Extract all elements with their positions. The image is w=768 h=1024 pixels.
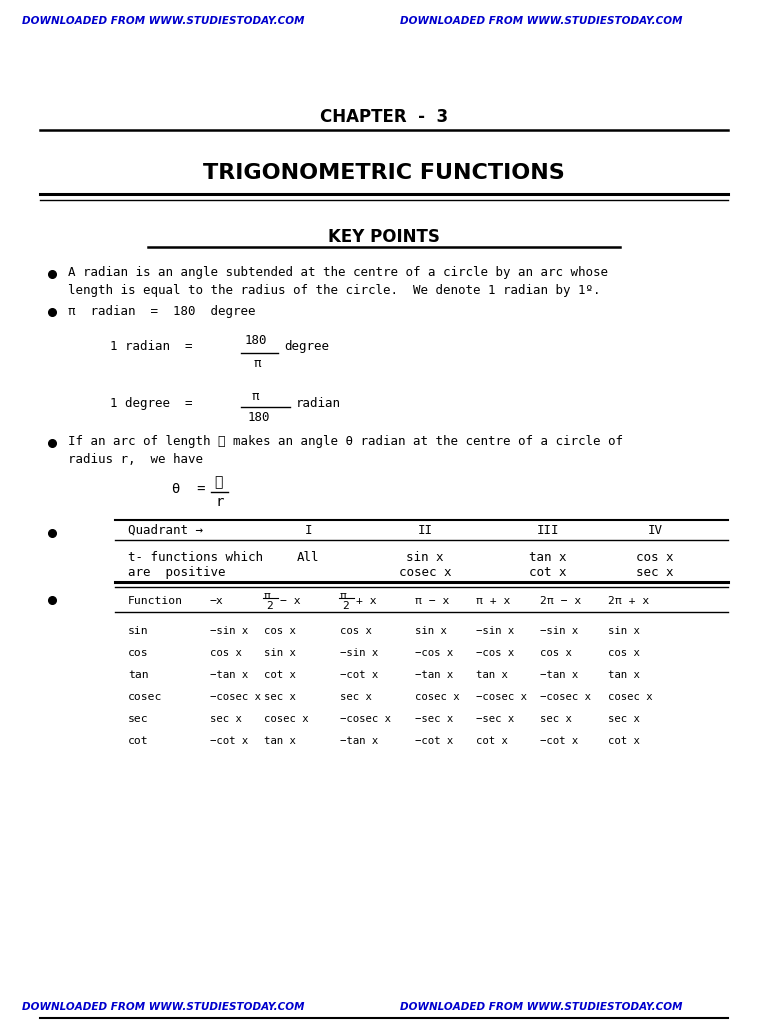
Text: cosec x: cosec x [415,692,459,702]
Text: sin x: sin x [415,626,447,636]
Text: sec x: sec x [340,692,372,702]
Text: 1 radian  =: 1 radian = [110,340,200,353]
Text: DOWNLOADED FROM WWW.STUDIESTODAY.COM: DOWNLOADED FROM WWW.STUDIESTODAY.COM [400,16,683,26]
Text: cos x: cos x [264,626,296,636]
Text: sec x: sec x [636,566,674,579]
Text: 2: 2 [266,601,273,611]
Text: −cosec x: −cosec x [476,692,527,702]
Text: sec x: sec x [608,714,640,724]
Text: tan x: tan x [608,670,640,680]
Text: π + x: π + x [476,596,511,606]
Text: sin x: sin x [406,551,444,564]
Text: π: π [264,591,271,601]
Text: cot x: cot x [529,566,567,579]
Text: I: I [304,524,312,537]
Text: If an arc of length ℓ makes an angle θ radian at the centre of a circle of: If an arc of length ℓ makes an angle θ r… [68,435,623,449]
Text: −tan x: −tan x [415,670,453,680]
Text: sec x: sec x [210,714,242,724]
Text: θ  =: θ = [172,482,214,496]
Text: r: r [216,495,224,509]
Text: cos x: cos x [540,648,572,658]
Text: −sin x: −sin x [540,626,578,636]
Text: 2π − x: 2π − x [540,596,581,606]
Text: cos x: cos x [210,648,242,658]
Text: ℓ: ℓ [214,475,223,489]
Text: 180: 180 [248,411,270,424]
Text: cosec x: cosec x [399,566,452,579]
Text: CHAPTER  -  3: CHAPTER - 3 [320,108,448,126]
Text: t- functions which: t- functions which [128,551,263,564]
Text: sec: sec [128,714,149,724]
Text: 1 degree  =: 1 degree = [110,397,200,410]
Text: 180: 180 [245,334,267,347]
Text: cot x: cot x [608,736,640,746]
Text: π: π [340,591,347,601]
Text: radian: radian [296,397,341,410]
Text: π: π [252,390,260,403]
Text: cosec x: cosec x [264,714,309,724]
Text: π: π [254,357,261,370]
Text: cos x: cos x [340,626,372,636]
Text: cot: cot [128,736,149,746]
Text: −sec x: −sec x [476,714,515,724]
Text: sin x: sin x [264,648,296,658]
Text: − x: − x [280,596,300,606]
Text: + x: + x [356,596,376,606]
Text: −cot x: −cot x [210,736,248,746]
Text: cot x: cot x [264,670,296,680]
Text: cosec x: cosec x [608,692,653,702]
Text: 2π + x: 2π + x [608,596,649,606]
Text: KEY POINTS: KEY POINTS [328,228,440,246]
Text: tan x: tan x [529,551,567,564]
Text: sin x: sin x [608,626,640,636]
Text: −tan x: −tan x [210,670,248,680]
Text: sin: sin [128,626,149,636]
Text: −cot x: −cot x [415,736,453,746]
Text: −cosec x: −cosec x [210,692,261,702]
Text: A radian is an angle subtended at the centre of a circle by an arc whose: A radian is an angle subtended at the ce… [68,266,608,279]
Text: −tan x: −tan x [340,736,379,746]
Text: −cot x: −cot x [340,670,379,680]
Text: tan x: tan x [264,736,296,746]
Text: 2: 2 [342,601,349,611]
Text: Quadrant →: Quadrant → [128,524,203,537]
Text: −sin x: −sin x [340,648,379,658]
Text: −cot x: −cot x [540,736,578,746]
Text: IV: IV [647,524,663,537]
Text: degree: degree [284,340,329,353]
Text: −sin x: −sin x [476,626,515,636]
Text: −cosec x: −cosec x [340,714,391,724]
Text: II: II [418,524,432,537]
Text: −cos x: −cos x [476,648,515,658]
Text: −cosec x: −cosec x [540,692,591,702]
Text: −sin x: −sin x [210,626,248,636]
Text: DOWNLOADED FROM WWW.STUDIESTODAY.COM: DOWNLOADED FROM WWW.STUDIESTODAY.COM [400,1002,683,1012]
Text: tan x: tan x [476,670,508,680]
Text: −cos x: −cos x [415,648,453,658]
Text: −tan x: −tan x [540,670,578,680]
Text: TRIGONOMETRIC FUNCTIONS: TRIGONOMETRIC FUNCTIONS [203,163,565,183]
Text: cot x: cot x [476,736,508,746]
Text: sec x: sec x [264,692,296,702]
Text: −x: −x [210,596,223,606]
Text: DOWNLOADED FROM WWW.STUDIESTODAY.COM: DOWNLOADED FROM WWW.STUDIESTODAY.COM [22,16,304,26]
Text: III: III [537,524,559,537]
Text: π  radian  =  180  degree: π radian = 180 degree [68,305,256,318]
Text: DOWNLOADED FROM WWW.STUDIESTODAY.COM: DOWNLOADED FROM WWW.STUDIESTODAY.COM [22,1002,304,1012]
Text: cos x: cos x [608,648,640,658]
Text: π − x: π − x [415,596,449,606]
Text: radius r,  we have: radius r, we have [68,453,203,466]
Text: are  positive: are positive [128,566,226,579]
Text: tan: tan [128,670,149,680]
Text: Function: Function [128,596,183,606]
Text: −sec x: −sec x [415,714,453,724]
Text: length is equal to the radius of the circle.  We denote 1 radian by 1º.: length is equal to the radius of the cir… [68,284,601,297]
Text: cos: cos [128,648,149,658]
Text: All: All [296,551,319,564]
Text: cos x: cos x [636,551,674,564]
Text: cosec: cosec [128,692,162,702]
Text: sec x: sec x [540,714,572,724]
